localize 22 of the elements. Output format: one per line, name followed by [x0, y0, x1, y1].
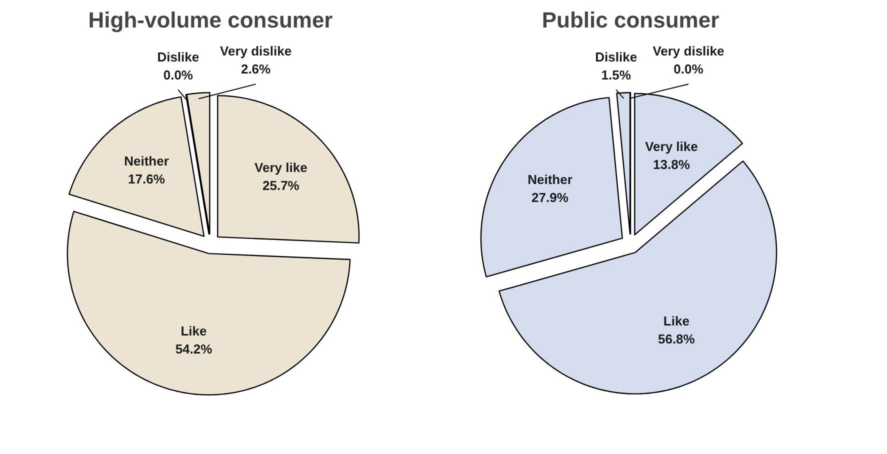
- slice-label: Neither: [124, 154, 169, 169]
- data-label: 27.9%: [532, 190, 569, 206]
- slice-label: Dislike: [595, 49, 638, 64]
- chart-title: High-volume consumer: [88, 8, 334, 32]
- data-label: 56.8%: [658, 331, 696, 346]
- data-label: 17.6%: [128, 172, 166, 187]
- category-label: Very dislike: [652, 44, 724, 59]
- data-label: 54.2%: [175, 341, 213, 356]
- slice-label: Very like: [254, 160, 308, 175]
- chart-title: Public consumer: [542, 8, 720, 32]
- data-label: 25.7%: [262, 178, 300, 193]
- slice-label: Neither: [528, 172, 572, 188]
- slice-label: Very dislike: [220, 44, 292, 59]
- slice-label: Very like: [645, 138, 698, 154]
- slice-label: Like: [180, 323, 207, 338]
- slice-label: Like: [663, 313, 690, 328]
- text: 0.0%: [674, 62, 704, 77]
- data-label: 13.8%: [653, 156, 690, 172]
- category-label: Dislike: [157, 49, 200, 64]
- text: 0.0%: [163, 67, 193, 82]
- data-label: 2.6%: [240, 62, 272, 77]
- data-label: 1.5%: [601, 67, 632, 82]
